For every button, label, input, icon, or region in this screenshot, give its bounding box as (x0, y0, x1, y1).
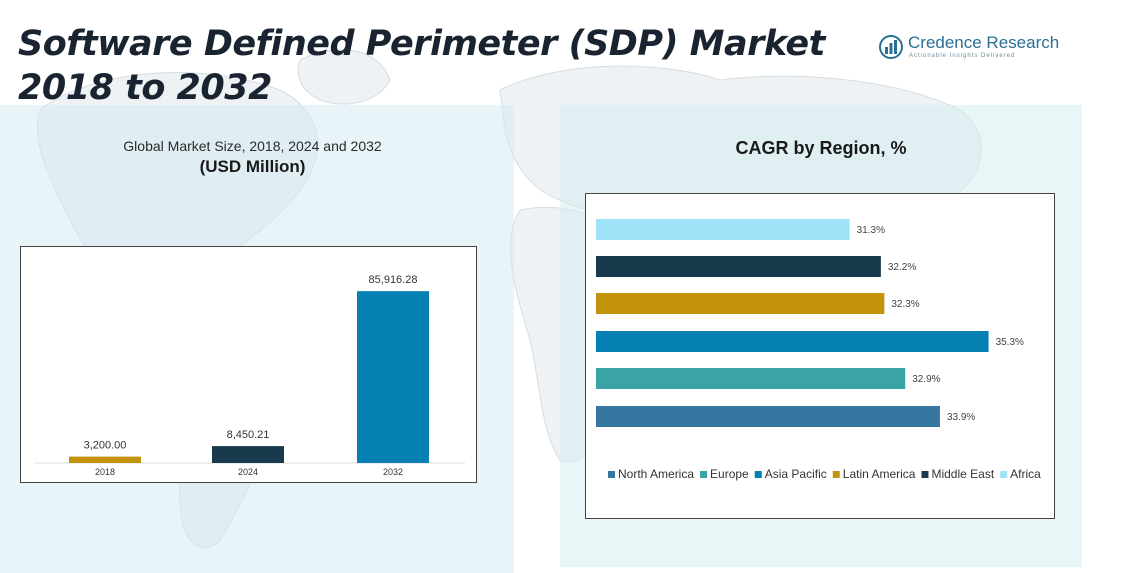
market-size-chart-subtitle: (USD Million) (199, 157, 306, 176)
legend-item-africa: Africa (1000, 467, 1041, 481)
bar-value-label-2032: 85,916.28 (369, 274, 418, 286)
bar-value-label-africa: 31.3% (857, 225, 885, 236)
bar-value-label-asia-pacific: 35.3% (996, 337, 1024, 348)
cagr-bar-chart: 31.3% 32.2% 32.3% 35.3% 32.9% 33.9% North Amer… (585, 193, 1055, 519)
legend-label-europe: Europe (710, 467, 749, 481)
page-title: Software Defined Perimeter (SDP) Market … (18, 24, 825, 108)
bar-value-label-2018: 3,200.00 (84, 440, 127, 452)
legend-swatch-europe (700, 471, 708, 478)
bar-2032 (357, 291, 429, 463)
legend-item-north-america: North America (608, 467, 694, 481)
bar-value-label-middle-east: 32.2% (888, 262, 916, 273)
legend-item-europe: Europe (700, 467, 749, 481)
legend-swatch-middle-east (921, 471, 929, 478)
logo-name: Credence Research (908, 33, 1060, 52)
legend-swatch-africa (1000, 471, 1008, 478)
legend-item-latin-america: Latin America (832, 467, 916, 481)
x-tick-label-2032: 2032 (383, 467, 403, 477)
legend-label-asia-pacific: Asia Pacific (765, 467, 827, 481)
legend-label-africa: Africa (1010, 467, 1041, 481)
cagr-chart-title: CAGR by Region, % (735, 138, 907, 158)
market-size-chart-title: Global Market Size, 2018, 2024 and 2032 (123, 138, 382, 154)
bar-value-label-europe: 32.9% (912, 374, 940, 385)
legend-item-asia-pacific: Asia Pacific (754, 467, 827, 481)
bar-europe (596, 368, 906, 389)
cagr-chart-frame (585, 193, 1055, 519)
legend-label-latin-america: Latin America (843, 467, 916, 481)
bar-value-label-latin-america: 32.3% (891, 299, 919, 310)
credence-research-logo: Credence Research Actionable Insights De… (878, 30, 1068, 64)
bar-africa (596, 219, 850, 240)
legend-swatch-latin-america (832, 471, 840, 478)
bar-latin-america (596, 293, 885, 314)
legend-swatch-asia-pacific (754, 471, 762, 478)
bar-2024 (212, 446, 284, 463)
legend-swatch-north-america (608, 471, 615, 478)
bar-asia-pacific (596, 331, 989, 352)
x-tick-label-2024: 2024 (238, 467, 258, 477)
logo-tagline: Actionable Insights Delivered (909, 53, 1016, 59)
x-tick-label-2018: 2018 (95, 467, 115, 477)
bar-middle-east (596, 256, 881, 277)
legend-item-middle-east: Middle East (921, 467, 995, 481)
logo-icon (879, 35, 903, 59)
market-size-bar-chart: 3,200.00 2018 8,450.21 2024 85,916.28 2032 (20, 246, 477, 483)
bar-value-label-2024: 8,450.21 (227, 429, 270, 441)
bar-north-america (596, 406, 940, 427)
legend-label-north-america: North America (618, 467, 694, 481)
legend-label-middle-east: Middle East (931, 467, 994, 481)
bar-2018 (69, 456, 141, 463)
bar-value-label-north-america: 33.9% (947, 412, 975, 423)
